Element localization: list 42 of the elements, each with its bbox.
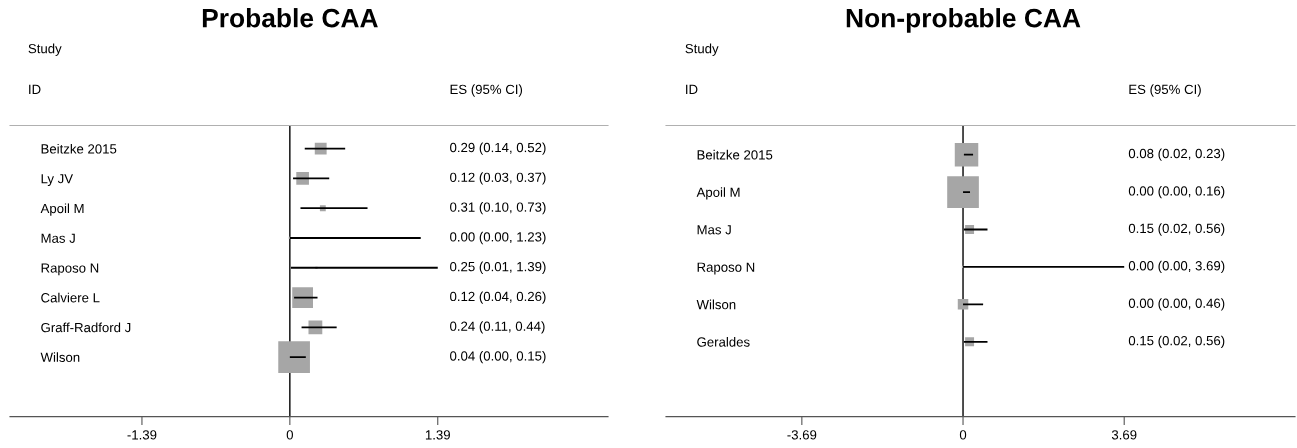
annotation: 0.00 (0.00, 3.69) [1128,260,1225,274]
annotation: 0.04 (0.00, 0.15) [450,350,546,364]
y-tick-label: Graff-Radford J [41,322,131,333]
annotation: 0.12 (0.03, 0.37) [450,172,546,185]
annotation: 0.00 (0.00, 1.23) [450,231,546,245]
text: Study [685,43,719,56]
y-tick-label: Apoil M [40,203,84,216]
annotation: 0.00 (0.00, 0.16) [1128,185,1225,199]
x-tick-label: 3.69 [1111,430,1137,440]
text: ES (95% CI) [450,84,523,97]
annotation: 0.08 (0.02, 0.23) [1128,148,1225,161]
annotation: 0.15 (0.02, 0.56) [1128,335,1225,348]
annotation: 0.00 (0.00, 0.46) [1128,298,1225,311]
x-tick-label: 0 [286,430,293,440]
annotation: 0.12 (0.04, 0.26) [450,291,546,304]
y-tick-label: Mas J [697,225,731,235]
y-tick-label: Beitzke 2015 [697,149,773,160]
y-tick-label: Beitzke 2015 [41,143,117,154]
text: ES (95% CI) [1129,84,1201,97]
chart-title: Non-probable CAA [846,8,1081,33]
y-tick-label: Ly JV [41,174,73,186]
annotation: 0.31 (0.10, 0.73) [450,202,546,215]
text: ID [29,84,41,94]
annotation: 0.29 (0.14, 0.52) [450,142,546,155]
chart-title: Probable CAA [202,8,378,28]
y-tick-label: Raposo N [697,262,755,275]
y-tick-label: Mas J [41,233,75,243]
y-tick-label: Raposo N [41,263,99,276]
y-tick-label: Calviere L [41,292,100,303]
y-tick-label: Wilson [40,352,80,362]
x-tick-label: 1.39 [425,430,450,440]
text: ID [686,84,698,94]
y-tick-label: Wilson [696,299,736,310]
annotation: 0.24 (0.11, 0.44) [450,321,545,334]
x-tick-label: -1.39 [127,430,157,440]
y-tick-label: Apoil M [696,187,740,200]
annotation: 0.15 (0.02, 0.56) [1128,223,1225,236]
y-tick-label: Geraldes [697,337,750,347]
x-tick-label: 0 [959,430,967,440]
text: Study [28,43,62,56]
annotation: 0.25 (0.01, 1.39) [450,261,546,274]
x-tick-label: -3.69 [787,430,817,440]
